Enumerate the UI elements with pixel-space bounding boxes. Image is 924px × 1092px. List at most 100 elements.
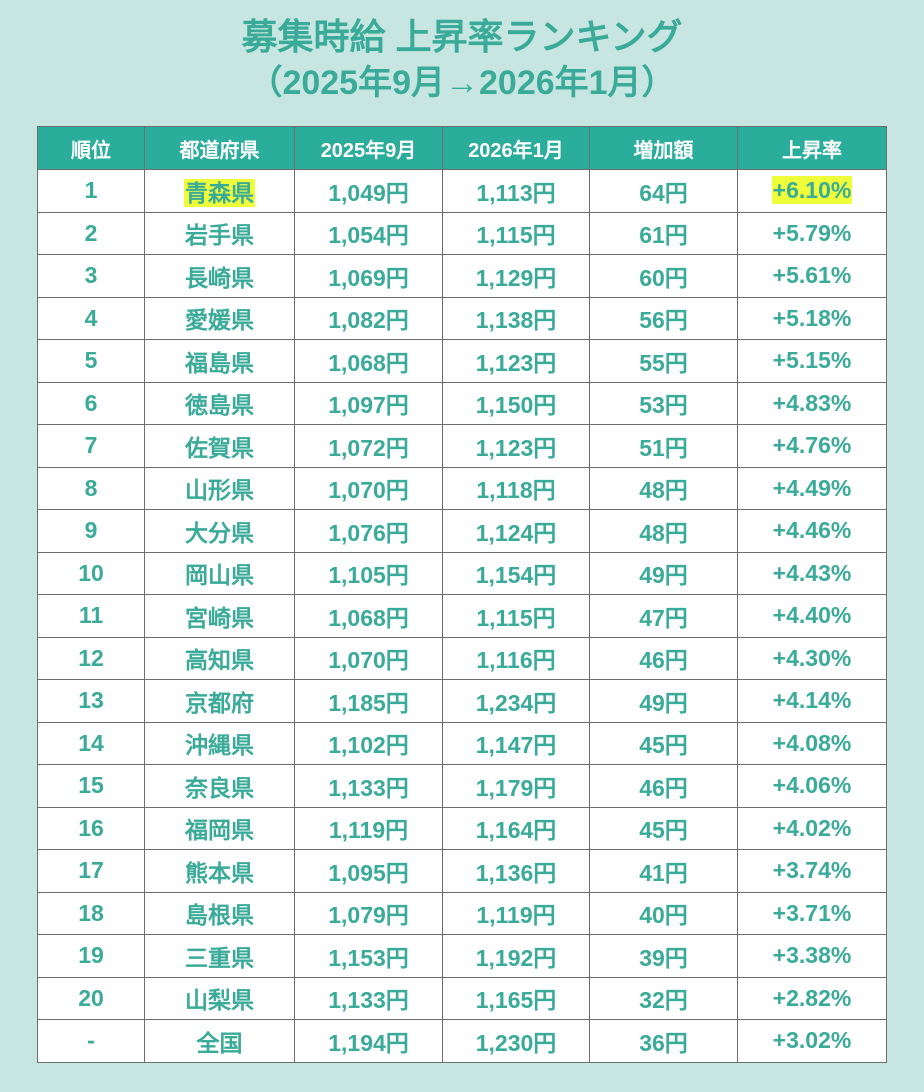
table-row: 13 京都府 1,185円 1,234円 49円 +4.14% [37, 679, 887, 723]
cell-prefecture: 岡山県 [144, 551, 295, 595]
cell-prefecture: 奈良県 [144, 764, 295, 808]
cell-sep2025: 1,133円 [294, 764, 443, 808]
cell-jan2026: 1,179円 [442, 764, 590, 808]
cell-increase: 49円 [589, 551, 738, 595]
cell-sep2025: 1,070円 [294, 636, 443, 680]
cell-increase: 53円 [589, 381, 738, 425]
cell-prefecture: 愛媛県 [144, 296, 295, 340]
table-header-row: 順位 都道府県 2025年9月 2026年1月 増加額 上昇率 [37, 126, 887, 170]
cell-rate: +3.02% [737, 1019, 887, 1063]
table-row: 4 愛媛県 1,082円 1,138円 56円 +5.18% [37, 296, 887, 340]
cell-prefecture: 高知県 [144, 636, 295, 680]
table-row: 12 高知県 1,070円 1,116円 46円 +4.30% [37, 636, 887, 680]
cell-rate: +4.76% [737, 424, 887, 468]
cell-prefecture: 大分県 [144, 509, 295, 553]
cell-rate: +3.71% [737, 891, 887, 935]
cell-jan2026: 1,115円 [442, 211, 590, 255]
cell-rank: 10 [37, 551, 145, 595]
table-row: 2 岩手県 1,054円 1,115円 61円 +5.79% [37, 211, 887, 255]
cell-jan2026: 1,150円 [442, 381, 590, 425]
table-body: 1 青森県 1,049円 1,113円 64円 +6.10% 2 岩手県 1,0… [37, 169, 887, 1063]
cell-jan2026: 1,113円 [442, 169, 590, 213]
cell-prefecture: 全国 [144, 1019, 295, 1063]
cell-rate: +3.74% [737, 849, 887, 893]
ranking-table: 順位 都道府県 2025年9月 2026年1月 増加額 上昇率 1 青森県 1,… [37, 126, 887, 1063]
cell-prefecture: 佐賀県 [144, 424, 295, 468]
cell-rate: +4.43% [737, 551, 887, 595]
table-row-national: - 全国 1,194円 1,230円 36円 +3.02% [37, 1019, 887, 1063]
table-row: 1 青森県 1,049円 1,113円 64円 +6.10% [37, 169, 887, 213]
header-jan2026: 2026年1月 [442, 126, 590, 170]
title-period: （2025年9月→2026年1月） [248, 64, 676, 102]
table-row: 16 福岡県 1,119円 1,164円 45円 +4.02% [37, 806, 887, 850]
cell-rate: +4.49% [737, 466, 887, 510]
cell-sep2025: 1,185円 [294, 679, 443, 723]
cell-rank: - [37, 1019, 145, 1063]
highlight-rate: +6.10% [771, 176, 853, 205]
cell-rank: 12 [37, 636, 145, 680]
cell-increase: 64円 [589, 169, 738, 213]
cell-sep2025: 1,049円 [294, 169, 443, 213]
cell-jan2026: 1,230円 [442, 1019, 590, 1063]
cell-increase: 60円 [589, 254, 738, 298]
cell-sep2025: 1,068円 [294, 339, 443, 383]
cell-prefecture: 島根県 [144, 891, 295, 935]
header-sep2025: 2025年9月 [294, 126, 443, 170]
cell-prefecture: 山梨県 [144, 976, 295, 1020]
cell-sep2025: 1,076円 [294, 509, 443, 553]
cell-increase: 61円 [589, 211, 738, 255]
cell-rank: 16 [37, 806, 145, 850]
cell-rank: 13 [37, 679, 145, 723]
cell-rank: 9 [37, 509, 145, 553]
table-row: 15 奈良県 1,133円 1,179円 46円 +4.06% [37, 764, 887, 808]
cell-rate: +4.14% [737, 679, 887, 723]
cell-jan2026: 1,119円 [442, 891, 590, 935]
cell-prefecture: 長崎県 [144, 254, 295, 298]
title-main: 募集時給 上昇率ランキング [241, 16, 683, 57]
cell-increase: 51円 [589, 424, 738, 468]
highlight-prefecture: 青森県 [184, 178, 255, 207]
table-row: 3 長崎県 1,069円 1,129円 60円 +5.61% [37, 254, 887, 298]
cell-jan2026: 1,165円 [442, 976, 590, 1020]
cell-rank: 3 [37, 254, 145, 298]
cell-increase: 48円 [589, 509, 738, 553]
cell-jan2026: 1,136円 [442, 849, 590, 893]
cell-rate: +2.82% [737, 976, 887, 1020]
cell-rank: 5 [37, 339, 145, 383]
cell-sep2025: 1,070円 [294, 466, 443, 510]
cell-prefecture: 福島県 [144, 339, 295, 383]
cell-increase: 32円 [589, 976, 738, 1020]
cell-rank: 17 [37, 849, 145, 893]
cell-sep2025: 1,194円 [294, 1019, 443, 1063]
cell-rate: +5.61% [737, 254, 887, 298]
cell-rank: 20 [37, 976, 145, 1020]
header-prefecture: 都道府県 [144, 126, 295, 170]
cell-sep2025: 1,082円 [294, 296, 443, 340]
cell-jan2026: 1,116円 [442, 636, 590, 680]
table-row: 9 大分県 1,076円 1,124円 48円 +4.46% [37, 509, 887, 553]
cell-increase: 46円 [589, 636, 738, 680]
cell-prefecture: 京都府 [144, 679, 295, 723]
cell-rank: 18 [37, 891, 145, 935]
cell-jan2026: 1,123円 [442, 339, 590, 383]
cell-jan2026: 1,234円 [442, 679, 590, 723]
cell-rate: +5.15% [737, 339, 887, 383]
cell-rank: 7 [37, 424, 145, 468]
table-row: 7 佐賀県 1,072円 1,123円 51円 +4.76% [37, 424, 887, 468]
cell-increase: 41円 [589, 849, 738, 893]
cell-sep2025: 1,079円 [294, 891, 443, 935]
header-rank: 順位 [37, 126, 145, 170]
cell-increase: 40円 [589, 891, 738, 935]
cell-rank: 11 [37, 594, 145, 638]
cell-rate: +4.08% [737, 721, 887, 765]
cell-increase: 45円 [589, 806, 738, 850]
table-row: 19 三重県 1,153円 1,192円 39円 +3.38% [37, 934, 887, 978]
cell-sep2025: 1,069円 [294, 254, 443, 298]
cell-jan2026: 1,164円 [442, 806, 590, 850]
cell-increase: 56円 [589, 296, 738, 340]
cell-jan2026: 1,138円 [442, 296, 590, 340]
cell-prefecture: 青森県 [144, 169, 295, 213]
cell-prefecture: 宮崎県 [144, 594, 295, 638]
cell-increase: 36円 [589, 1019, 738, 1063]
cell-rank: 6 [37, 381, 145, 425]
